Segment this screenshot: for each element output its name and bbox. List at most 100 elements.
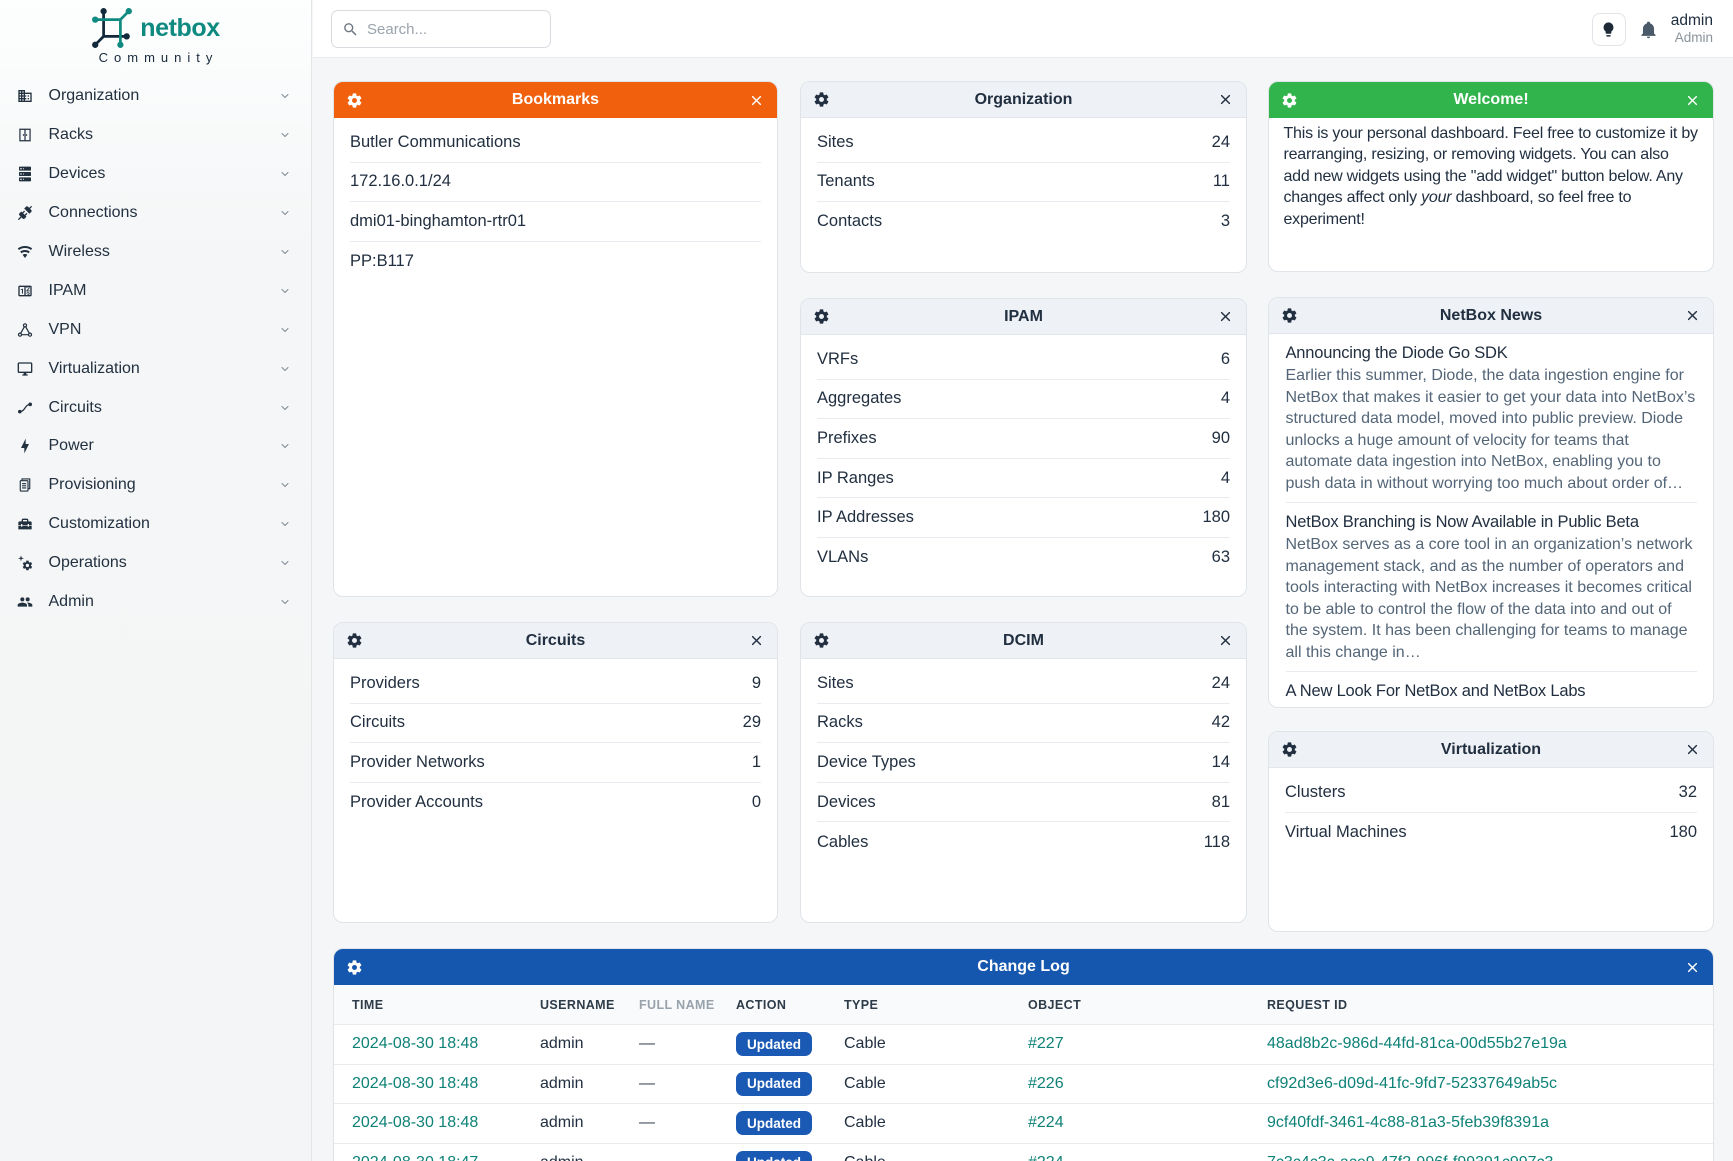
sidebar-item-label: Wireless bbox=[48, 243, 110, 260]
stat-row[interactable]: Providers 9 bbox=[350, 664, 761, 704]
widget-config-gear-icon[interactable] bbox=[813, 308, 830, 325]
sidebar-item-virtualization[interactable]: Virtualization bbox=[0, 349, 311, 388]
bookmark-item[interactable]: dmi01-binghamton-rtr01 bbox=[350, 202, 761, 242]
news-text: Earlier this summer, Diode, the data ing… bbox=[1285, 367, 1696, 492]
changelog-requestid-link[interactable]: 48ad8b2c-986d-44fd-81ca-00d55b27e19a bbox=[1267, 1035, 1567, 1053]
bookmark-item[interactable]: 172.16.0.1/24 bbox=[350, 163, 761, 203]
column-header-fullname[interactable]: FULL NAME bbox=[639, 997, 715, 1012]
stat-row[interactable]: Prefixes 90 bbox=[817, 419, 1230, 459]
sidebar-item-connections[interactable]: Connections bbox=[0, 194, 311, 233]
stat-row[interactable]: Virtual Machines 180 bbox=[1285, 822, 1697, 841]
stat-row[interactable]: Sites 24 bbox=[817, 664, 1230, 704]
widget-close-icon[interactable] bbox=[748, 92, 765, 109]
changelog-requestid-link[interactable]: 9cf40fdf-3461-4c88-81a3-5feb39f8391a bbox=[1267, 1114, 1549, 1132]
sidebar-item-operations[interactable]: Operations bbox=[0, 544, 311, 583]
stat-row[interactable]: IP Addresses 180 bbox=[817, 498, 1230, 538]
widget-close-icon[interactable] bbox=[1217, 91, 1234, 108]
theme-toggle-button[interactable] bbox=[1591, 12, 1626, 46]
chevron-down-icon bbox=[279, 90, 291, 102]
sidebar-item-ipam[interactable]: IPAM bbox=[0, 271, 311, 310]
widget-close-icon[interactable] bbox=[1684, 307, 1701, 324]
chevron-down-icon bbox=[279, 596, 291, 608]
stat-row[interactable]: VRFs 6 bbox=[817, 340, 1230, 380]
widget-dcim: DCIM Sites 24 Racks 42 Device Types 14 Devi… bbox=[800, 622, 1247, 923]
stat-row[interactable]: VLANs 63 bbox=[817, 548, 1230, 567]
sidebar-item-circuits[interactable]: Circuits bbox=[0, 388, 311, 427]
sidebar-item-organization[interactable]: Organization bbox=[0, 77, 311, 116]
sidebar-item-admin[interactable]: Admin bbox=[0, 583, 311, 622]
widget-title: DCIM bbox=[1003, 631, 1044, 649]
changelog-time-link[interactable]: 2024-08-30 18:48 bbox=[352, 1074, 479, 1092]
search-input[interactable] bbox=[367, 20, 540, 38]
widget-bookmarks: Bookmarks Butler Communications 172.16.0… bbox=[333, 81, 778, 597]
user-menu[interactable]: admin Admin bbox=[1671, 11, 1713, 47]
changelog-object-link[interactable]: #226 bbox=[1028, 1074, 1064, 1092]
widget-config-gear-icon[interactable] bbox=[1281, 741, 1298, 758]
changelog-time-link[interactable]: 2024-08-30 18:48 bbox=[352, 1035, 479, 1053]
sidebar-item-provisioning[interactable]: Provisioning bbox=[0, 466, 311, 505]
sidebar-item-power[interactable]: Power bbox=[0, 427, 311, 466]
bookmark-item[interactable]: Butler Communications bbox=[350, 123, 761, 163]
changelog-requestid-link[interactable]: cf92d3e6-d09d-41fc-9fd7-52337649ab5c bbox=[1267, 1074, 1558, 1092]
widget-config-gear-icon[interactable] bbox=[1281, 92, 1298, 109]
widget-config-gear-icon[interactable] bbox=[813, 91, 830, 108]
sidebar-item-racks[interactable]: Racks bbox=[0, 116, 311, 155]
sidebar-item-devices[interactable]: Devices bbox=[0, 155, 311, 194]
stat-row[interactable]: Cables 118 bbox=[817, 832, 1230, 851]
widget-close-icon[interactable] bbox=[1684, 92, 1701, 109]
stat-row[interactable]: IP Ranges 4 bbox=[817, 459, 1230, 499]
stat-row[interactable]: Devices 81 bbox=[817, 783, 1230, 823]
changelog-object-link[interactable]: #224 bbox=[1028, 1154, 1267, 1161]
changelog-object-link[interactable]: #227 bbox=[1028, 1035, 1064, 1053]
notifications-bell-icon[interactable] bbox=[1639, 20, 1658, 39]
widget-close-icon[interactable] bbox=[1217, 632, 1234, 649]
widget-config-gear-icon[interactable] bbox=[346, 959, 363, 976]
stat-row[interactable]: Provider Accounts 0 bbox=[350, 793, 761, 812]
circuit-icon bbox=[17, 400, 33, 416]
stat-row[interactable]: Circuits 29 bbox=[350, 704, 761, 744]
widget-close-icon[interactable] bbox=[1684, 959, 1701, 976]
action-badge[interactable]: Updated bbox=[736, 1150, 812, 1161]
changelog-time-link[interactable]: 2024-08-30 18:48 bbox=[352, 1114, 479, 1132]
sidebar-item-vpn[interactable]: VPN bbox=[0, 310, 311, 349]
organization-icon bbox=[17, 88, 33, 104]
news-title[interactable]: NetBox Branching is Now Available in Pub… bbox=[1285, 513, 1639, 531]
brand-subtitle: Community bbox=[98, 50, 219, 65]
column-header-object[interactable]: OBJECT bbox=[1028, 997, 1082, 1012]
widget-bookmarks-header: Bookmarks bbox=[334, 82, 777, 118]
column-header-action[interactable]: ACTION bbox=[736, 997, 787, 1012]
widget-config-gear-icon[interactable] bbox=[1281, 307, 1298, 324]
bookmark-item[interactable]: PP:B117 bbox=[350, 252, 414, 271]
sidebar-item-customization[interactable]: Customization bbox=[0, 505, 311, 544]
stat-row[interactable]: Sites 24 bbox=[817, 123, 1230, 163]
widget-config-gear-icon[interactable] bbox=[346, 92, 363, 109]
widget-config-gear-icon[interactable] bbox=[813, 632, 830, 649]
changelog-requestid-link[interactable]: 7c3c4c3c-ace9-47f2-996f-f99391c997c3 bbox=[1267, 1154, 1713, 1161]
brand[interactable]: netbox Community bbox=[0, 0, 311, 65]
column-header-type[interactable]: TYPE bbox=[844, 997, 879, 1012]
stat-row[interactable]: Clusters 32 bbox=[1285, 773, 1697, 813]
column-header-requestid[interactable]: REQUEST ID bbox=[1267, 997, 1348, 1012]
action-badge[interactable]: Updated bbox=[736, 1111, 812, 1136]
sidebar-item-wireless[interactable]: Wireless bbox=[0, 233, 311, 272]
changelog-object-link[interactable]: #224 bbox=[1028, 1114, 1064, 1132]
widget-config-gear-icon[interactable] bbox=[346, 632, 363, 649]
column-header-username[interactable]: USERNAME bbox=[540, 997, 615, 1012]
changelog-time-link[interactable]: 2024-08-30 18:47 bbox=[352, 1154, 540, 1161]
lightning-icon bbox=[17, 438, 33, 454]
widget-close-icon[interactable] bbox=[1217, 308, 1234, 325]
news-title[interactable]: A New Look For NetBox and NetBox Labs bbox=[1285, 682, 1586, 700]
stat-row[interactable]: Aggregates 4 bbox=[817, 380, 1230, 420]
stat-row[interactable]: Provider Networks 1 bbox=[350, 743, 761, 783]
stat-row[interactable]: Contacts 3 bbox=[817, 212, 1230, 231]
stat-row[interactable]: Racks 42 bbox=[817, 704, 1230, 744]
action-badge[interactable]: Updated bbox=[736, 1032, 812, 1057]
widget-close-icon[interactable] bbox=[748, 632, 765, 649]
stat-row[interactable]: Device Types 14 bbox=[817, 743, 1230, 783]
action-badge[interactable]: Updated bbox=[736, 1071, 812, 1096]
stat-row[interactable]: Tenants 11 bbox=[817, 163, 1230, 203]
widget-close-icon[interactable] bbox=[1684, 741, 1701, 758]
news-title[interactable]: Announcing the Diode Go SDK bbox=[1285, 344, 1508, 362]
search-box[interactable] bbox=[331, 10, 551, 48]
column-header-time[interactable]: TIME bbox=[352, 997, 384, 1012]
